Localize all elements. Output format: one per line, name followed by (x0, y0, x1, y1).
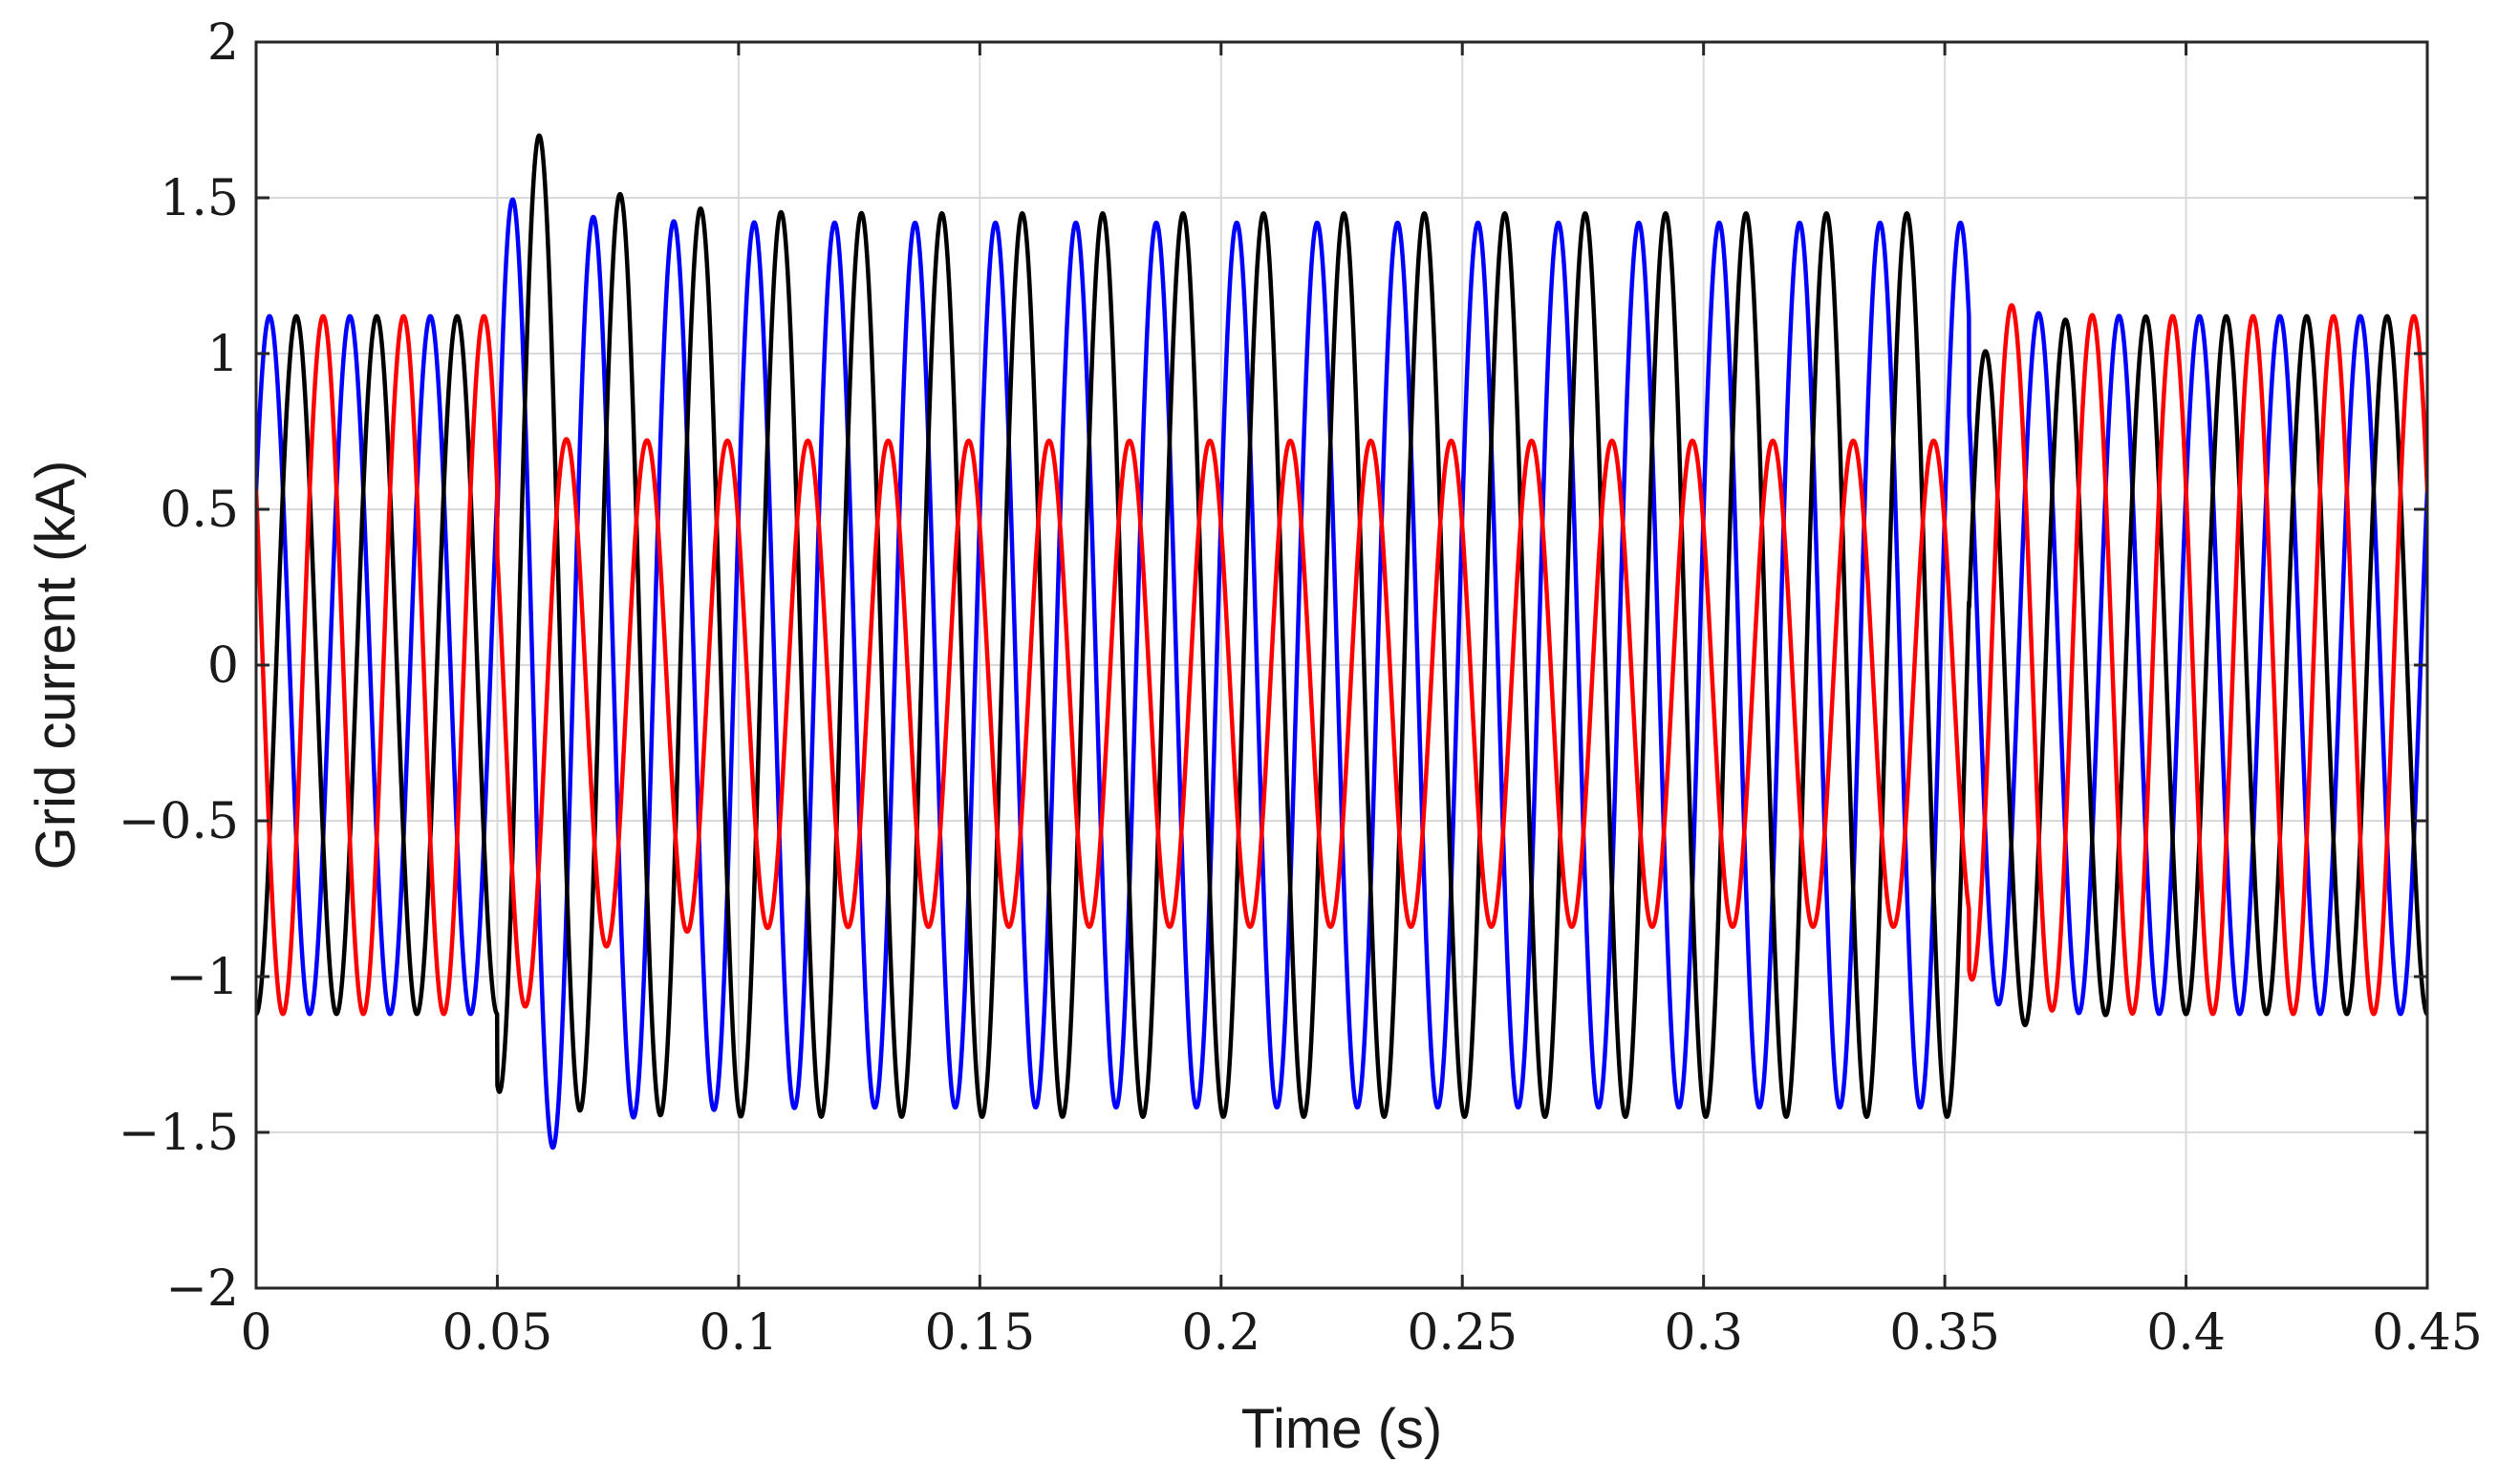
y-tick-label: −1.5 (118, 1105, 239, 1162)
y-tick-label: −2 (165, 1260, 239, 1318)
series-line-phase-c (256, 303, 2427, 1017)
x-tick-label: 0.1 (700, 1304, 779, 1362)
y-tick-label: −1 (165, 949, 239, 1006)
x-tick-label: 0 (240, 1304, 271, 1362)
x-tick-label: 0.35 (1889, 1304, 2000, 1362)
y-axis-label: Grid current (kA) (25, 461, 87, 871)
y-tick-label: 0.5 (160, 482, 239, 539)
x-tick-label: 0.25 (1407, 1304, 1518, 1362)
x-tick-label: 0.15 (924, 1304, 1035, 1362)
axis-ticks (254, 40, 2429, 1290)
x-tick-label: 0.05 (442, 1304, 553, 1362)
x-axis-label: Time (s) (1241, 1398, 1442, 1460)
y-tick-label: −0.5 (118, 793, 239, 850)
data-series (256, 133, 2427, 1151)
y-tick-label: 1 (207, 326, 239, 383)
x-tick-labels: 0 0.05 0.1 0.15 0.2 0.25 0.3 0.35 0.4 0.45 (240, 1304, 2482, 1362)
x-tick-label: 0.3 (1664, 1304, 1743, 1362)
x-tick-label: 0.4 (2146, 1304, 2226, 1362)
y-tick-label: 1.5 (160, 170, 239, 227)
x-tick-label: 0.45 (2372, 1304, 2483, 1362)
y-tick-labels: −2 −1.5 −1 −0.5 0 0.5 1 1.5 2 (118, 14, 239, 1318)
x-tick-label: 0.2 (1181, 1304, 1260, 1362)
y-tick-label: 2 (207, 14, 239, 72)
series-line-phase-b (256, 133, 2427, 1119)
y-tick-label: 0 (207, 637, 239, 695)
